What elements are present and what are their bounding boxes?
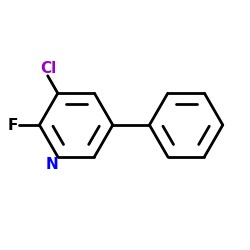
Text: N: N xyxy=(46,157,58,172)
Text: Cl: Cl xyxy=(41,60,57,76)
Text: F: F xyxy=(8,118,18,132)
